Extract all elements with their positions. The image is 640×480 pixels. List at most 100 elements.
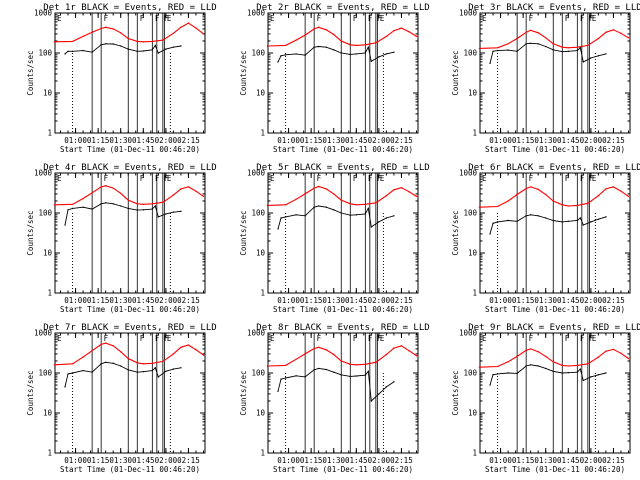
events-data-point: [142, 370, 144, 373]
flag-label: F: [164, 334, 169, 343]
flag-label: E: [270, 14, 275, 23]
lld-data-point: [516, 193, 518, 196]
lld-data-point: [151, 203, 154, 205]
x-tick-label: 01:30: [534, 136, 557, 145]
lld-data-point: [620, 352, 622, 355]
events-data-point: [127, 207, 129, 210]
lld-data-point: [605, 350, 607, 352]
lld-data-point: [478, 47, 481, 50]
events-data-point: [100, 203, 102, 205]
events-data-point: [340, 52, 342, 54]
events-data-point: [507, 49, 509, 51]
events-data-point: [561, 221, 563, 223]
flag-label: E: [270, 334, 275, 343]
lld-data-point: [567, 365, 569, 367]
y-tick-label: 100: [251, 49, 265, 58]
y-tick-label: 1: [260, 449, 265, 458]
events-data-point: [496, 373, 499, 375]
lld-data-point: [393, 189, 395, 191]
lld-data-point: [561, 204, 563, 206]
lld-data-point: [576, 364, 579, 367]
lld-data-point: [112, 187, 114, 189]
events-data-point: [492, 222, 494, 225]
events-data-point: [545, 45, 547, 48]
events-data-point: [582, 379, 585, 382]
x-tick-label: 01:30: [534, 296, 557, 305]
lld-data-point: [587, 202, 589, 204]
x-tick-label: 02:00: [155, 296, 178, 305]
events-series-line: [64, 202, 181, 226]
lld-data-point: [597, 195, 600, 197]
chart-title: Det 7r BLACK = Events, RED = LLD: [43, 323, 216, 333]
x-tick-label: 02:15: [177, 136, 200, 145]
events-data-point: [304, 54, 306, 56]
lld-data-point: [355, 44, 357, 47]
lld-data-point: [112, 345, 114, 347]
y-tick-label: 1000: [459, 9, 478, 18]
events-data-point: [142, 209, 144, 211]
events-data-point: [537, 43, 539, 45]
events-data-point: [340, 374, 342, 376]
events-data-point: [525, 365, 527, 367]
events-data-point: [295, 53, 297, 55]
events-data-point: [333, 371, 335, 373]
events-data-point: [529, 364, 532, 366]
x-axis-label: Start Time (01-Dec-11 00:46:20): [60, 305, 200, 314]
plot-frame: [54, 332, 206, 454]
lld-data-point: [100, 186, 102, 188]
lld-data-point: [525, 349, 527, 351]
lld-data-point: [525, 31, 527, 33]
lld-data-point: [266, 365, 269, 367]
events-data-point: [136, 371, 138, 373]
chart-panel: Det 7r BLACK = Events, RED = LLD 1 10 100 10…: [26, 323, 217, 474]
lld-data-point: [295, 39, 297, 41]
events-data-point: [537, 365, 539, 367]
lld-data-point: [496, 365, 499, 368]
events-data-point: [597, 374, 600, 376]
lld-data-point: [187, 344, 190, 346]
lld-data-point: [364, 363, 367, 366]
x-tick-label: 02:00: [155, 456, 178, 465]
lld-data-point: [627, 195, 630, 198]
x-tick-label: 01:45: [132, 296, 155, 305]
events-data-point: [605, 53, 607, 55]
flag-label: F: [368, 14, 373, 23]
events-data-point: [317, 205, 320, 207]
lld-data-point: [151, 362, 154, 364]
events-data-point: [370, 60, 373, 63]
lld-data-point: [136, 40, 138, 43]
events-data-point: [385, 386, 388, 388]
events-data-point: [82, 206, 84, 208]
flag-label: F: [164, 14, 169, 23]
lld-data-point: [53, 41, 56, 43]
x-axis-label: Start Time (01-Dec-11 00:46:20): [273, 145, 413, 154]
lld-data-point: [120, 351, 122, 353]
events-data-point: [295, 375, 297, 377]
lld-data-point: [507, 43, 509, 45]
lld-data-point: [408, 31, 410, 33]
events-data-point: [151, 49, 154, 51]
flag-label: F: [529, 14, 534, 23]
x-tick-label: 01:45: [345, 456, 368, 465]
events-data-point: [120, 205, 122, 207]
events-series-line: [277, 205, 395, 230]
lld-data-point: [355, 204, 357, 206]
lld-data-point: [325, 29, 327, 31]
flag-label: F: [155, 174, 160, 183]
lld-series-line: [479, 29, 629, 49]
chart-title: Det 5r BLACK = Events, RED = LLD: [256, 163, 429, 173]
lld-data-point: [415, 355, 418, 357]
lld-data-point: [202, 33, 205, 35]
lld-data-point: [385, 35, 388, 38]
lld-data-point: [304, 353, 306, 355]
events-data-point: [340, 212, 342, 214]
events-data-point: [516, 50, 518, 53]
events-data-point: [67, 209, 69, 211]
y-tick-label: 1000: [34, 9, 53, 18]
flag-label: E: [167, 174, 172, 183]
lld-data-point: [627, 37, 630, 39]
events-data-point: [370, 226, 373, 228]
events-data-point: [552, 219, 554, 222]
